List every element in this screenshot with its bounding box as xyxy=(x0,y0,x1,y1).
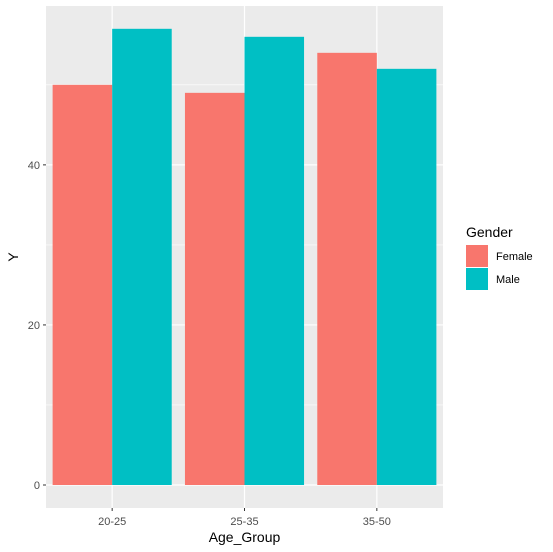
bar-male-20-25 xyxy=(112,28,172,486)
legend-key-male xyxy=(466,268,488,290)
bar-female-25-35 xyxy=(184,92,245,486)
x-tick-label: 25-35 xyxy=(230,516,258,528)
legend: Gender Female Male xyxy=(466,224,533,290)
legend-label-female: Female xyxy=(496,251,533,263)
legend-label-male: Male xyxy=(496,274,520,286)
bar-female-20-25 xyxy=(52,84,113,485)
legend-key-female xyxy=(466,245,488,267)
x-tick-label: 35-50 xyxy=(363,516,391,528)
bar-male-35-50 xyxy=(376,68,437,485)
y-tick-label: 20 xyxy=(28,320,40,332)
x-axis-title: Age_Group xyxy=(209,529,281,545)
x-tick-label: 20-25 xyxy=(98,516,126,528)
bar-female-35-50 xyxy=(317,52,377,485)
y-axis-ticks: 0 20 40 xyxy=(28,160,46,492)
y-axis-title: Y xyxy=(5,252,21,262)
x-axis-ticks: 20-25 25-35 35-50 xyxy=(98,508,391,528)
bar-male-25-35 xyxy=(244,36,305,485)
y-tick-label: 0 xyxy=(34,480,40,492)
y-tick-label: 40 xyxy=(28,160,40,172)
bars xyxy=(52,28,437,486)
legend-title: Gender xyxy=(466,224,513,240)
